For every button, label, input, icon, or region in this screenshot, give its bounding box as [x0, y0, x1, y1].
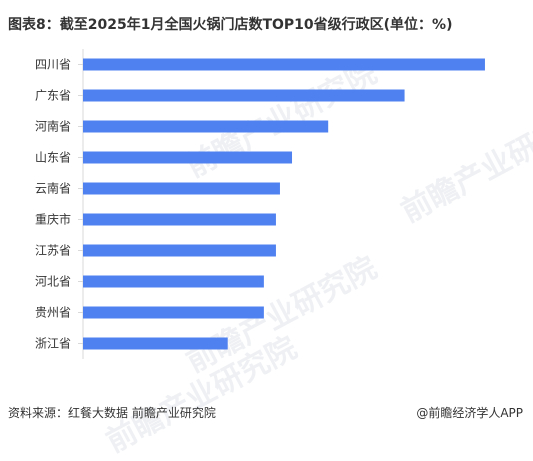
- chart-title-prefix: 图表8：: [8, 17, 60, 33]
- category-label: 河北省: [35, 275, 71, 289]
- bar-江苏省: [83, 244, 276, 257]
- bar-广东省: [83, 89, 405, 102]
- bar-四川省: [83, 58, 485, 71]
- chart-title-text: 截至2025年1月全国火锅门店数TOP10省级行政区(单位：%): [59, 17, 453, 33]
- bar-河南省: [83, 120, 329, 133]
- bar-重庆市: [83, 213, 276, 226]
- bar-云南省: [83, 182, 280, 195]
- category-label: 广东省: [35, 89, 71, 103]
- category-label: 贵州省: [35, 306, 71, 320]
- bar-浙江省: [83, 337, 228, 350]
- category-label: 四川省: [35, 58, 71, 72]
- bar-贵州省: [83, 306, 264, 319]
- category-label: 山东省: [35, 151, 71, 165]
- category-label: 云南省: [35, 181, 71, 196]
- category-label: 江苏省: [35, 244, 71, 258]
- category-label: 河南省: [35, 119, 71, 134]
- source-note: 资料来源：红餐大数据 前瞻产业研究院: [8, 406, 216, 420]
- bar-河北省: [83, 275, 264, 288]
- bar-山东省: [83, 151, 293, 164]
- credit-note: @前瞻经济学人APP: [416, 406, 523, 420]
- category-label: 重庆市: [35, 212, 71, 227]
- category-label: 浙江省: [35, 337, 71, 351]
- chart-title: 图表8：截至2025年1月全国火锅门店数TOP10省级行政区(单位：%): [8, 14, 528, 34]
